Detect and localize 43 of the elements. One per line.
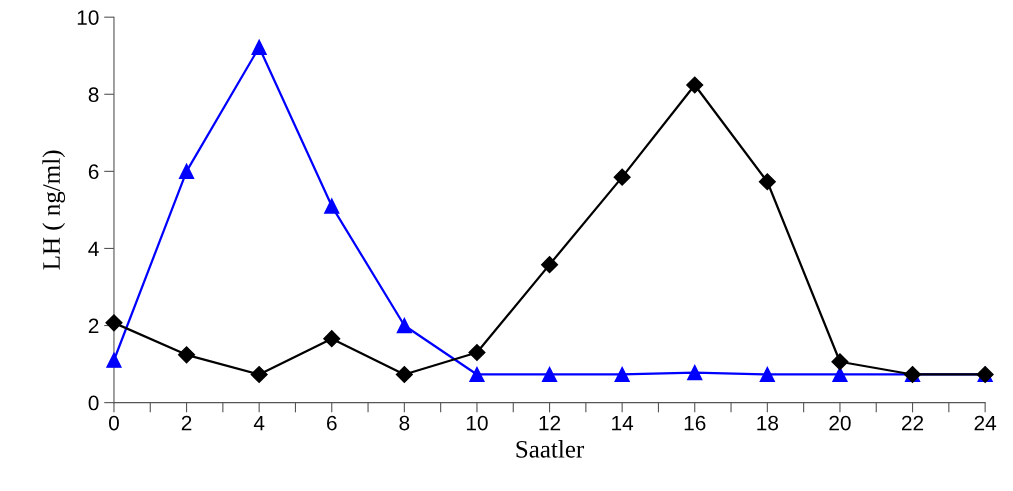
y-tick-label: 10 — [77, 10, 99, 25]
point — [395, 365, 413, 384]
point — [178, 163, 195, 179]
y-tick-label: 8 — [88, 87, 99, 103]
x-tick-label: 14 — [612, 415, 634, 431]
point — [686, 76, 704, 94]
y-tick-label: 2 — [88, 318, 99, 334]
x-tick-label: 4 — [253, 415, 265, 431]
point — [613, 168, 631, 186]
x-tick-label: 12 — [539, 415, 561, 431]
point — [541, 366, 558, 383]
x-tick-label: 0 — [108, 415, 119, 431]
x-tick-label: 22 — [902, 415, 924, 431]
point — [469, 366, 485, 383]
x-tick-label: 8 — [399, 415, 410, 431]
x-tick-label: 18 — [757, 415, 779, 431]
y-axis-title: LH ( ng/ml) — [42, 150, 66, 270]
x-tick-label: 20 — [829, 415, 851, 431]
point — [251, 39, 267, 55]
x-tick-label: 6 — [327, 415, 337, 431]
point — [831, 353, 849, 371]
x-tick-label: 16 — [684, 415, 706, 431]
point — [323, 330, 341, 348]
x-axis-title: Saatler — [516, 440, 585, 458]
point — [614, 366, 630, 383]
x-tick-label: 2 — [181, 415, 192, 431]
point — [758, 173, 776, 191]
x-tick-label: 24 — [974, 415, 997, 431]
point — [106, 352, 122, 368]
point — [541, 256, 559, 274]
point — [105, 314, 123, 332]
point — [687, 364, 703, 381]
point — [832, 366, 848, 383]
y-tick-label: 0 — [88, 395, 99, 411]
y-tick-label: 6 — [88, 164, 99, 180]
point — [250, 365, 268, 384]
point — [324, 198, 340, 214]
x-tick-label: 10 — [466, 415, 488, 431]
point — [759, 366, 775, 383]
point — [178, 346, 196, 364]
point — [396, 317, 412, 334]
y-tick-label: 4 — [88, 241, 99, 256]
point — [468, 343, 486, 362]
